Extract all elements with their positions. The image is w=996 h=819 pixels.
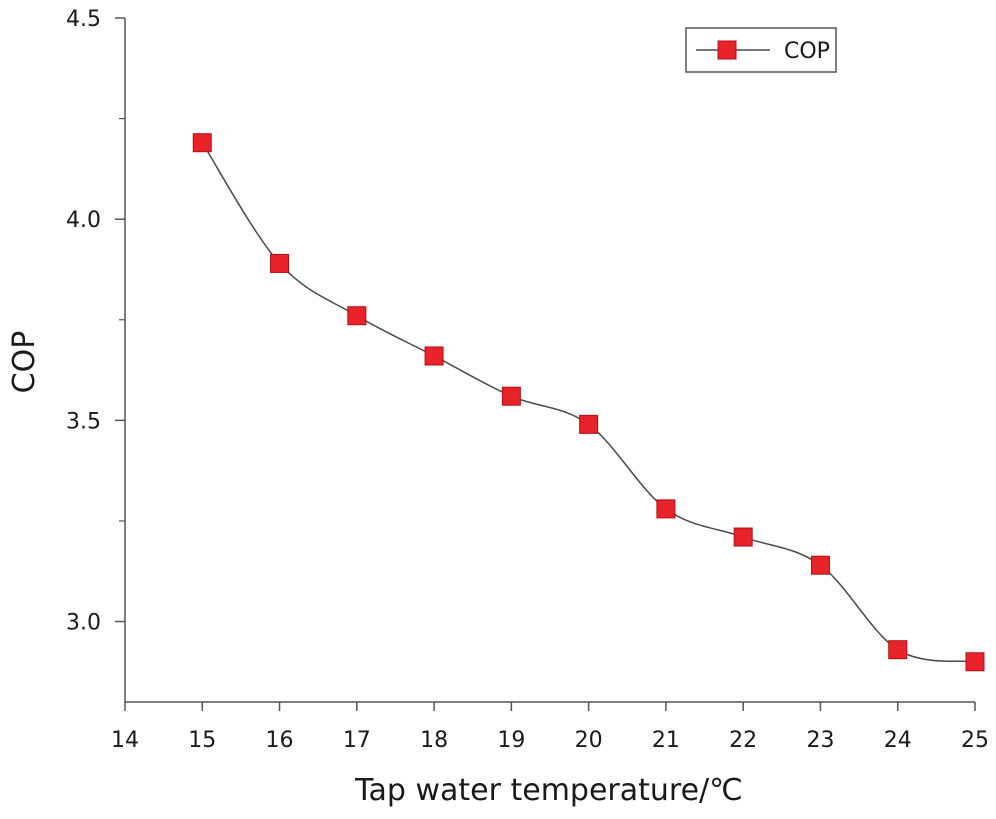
legend-label: COP [784, 39, 830, 64]
data-point-marker [656, 499, 676, 519]
x-tick-label: 22 [729, 728, 757, 753]
x-tick-label: 24 [884, 728, 912, 753]
x-tick-label: 18 [420, 728, 448, 753]
y-axis-title: COP [7, 331, 42, 394]
x-tick-label: 19 [497, 728, 525, 753]
series-layer [192, 133, 985, 672]
x-tick-label: 21 [652, 728, 680, 753]
legend: COP [685, 27, 837, 73]
y-tick-label: 3.0 [66, 611, 101, 636]
data-point-marker [270, 253, 290, 273]
x-tick-label: 17 [343, 728, 371, 753]
y-tick-label: 4.0 [66, 208, 101, 233]
x-axis-title: Tap water temperature/℃ [354, 773, 743, 808]
x-tick-label: 23 [806, 728, 834, 753]
x-tick-label: 15 [188, 728, 216, 753]
ticks-layer: 14 15 16 17 18 19 20 21 22 23 24 25 3.0 3.5 4.0 4.5 [66, 7, 989, 753]
data-point-marker [733, 527, 753, 547]
data-point-marker [888, 640, 908, 660]
data-point-marker [579, 414, 599, 434]
y-tick-label: 4.5 [66, 7, 101, 32]
series-line-0 [201, 142, 976, 663]
x-tick-label: 20 [575, 728, 603, 753]
y-tick-label: 3.5 [66, 409, 101, 434]
data-point-marker [424, 346, 444, 366]
data-point-marker [965, 652, 985, 672]
data-point-marker [501, 386, 521, 406]
data-point-marker [810, 555, 830, 575]
legend-marker [717, 40, 737, 60]
data-point-marker [192, 133, 212, 153]
data-point-marker [347, 306, 367, 326]
x-tick-label: 25 [961, 728, 989, 753]
x-tick-label: 16 [266, 728, 294, 753]
axes-layer [124, 18, 975, 703]
x-tick-label: 14 [111, 728, 139, 753]
